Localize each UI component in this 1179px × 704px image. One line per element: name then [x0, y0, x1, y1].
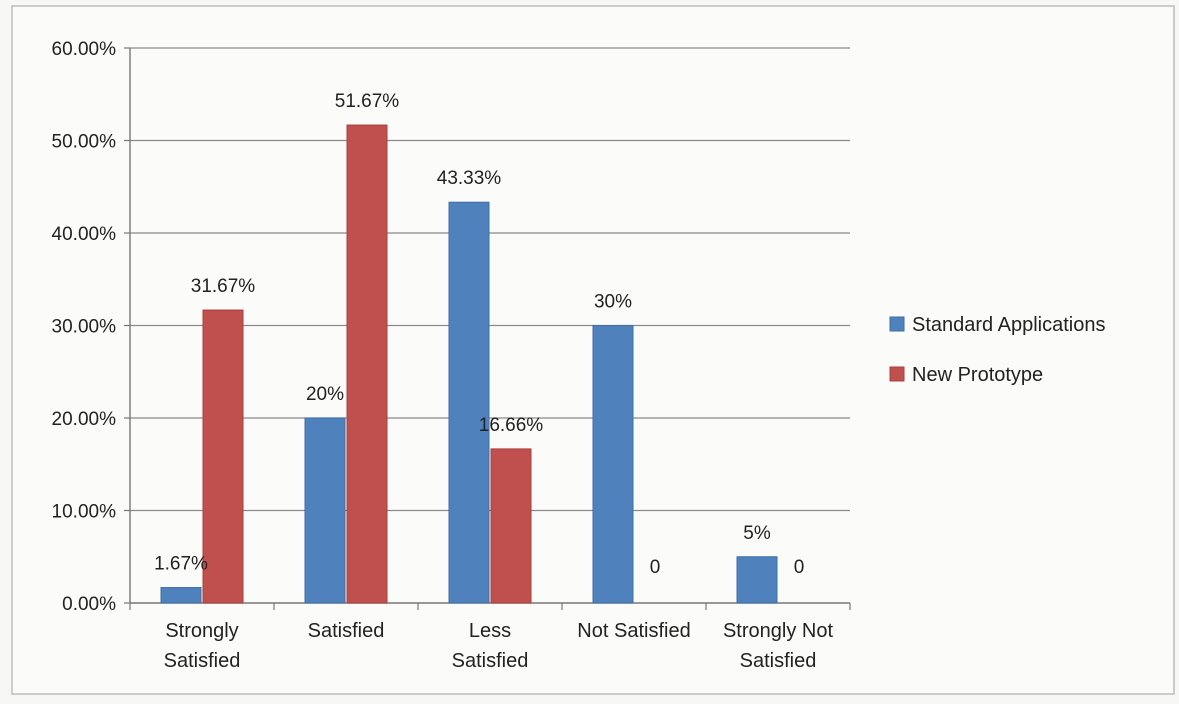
data-labels: 1.67% 31.67% 20% 51.67% 43.33% 16.66% 30% 0 5% 0 [154, 91, 804, 578]
x-category-label: Not Satisfied [577, 620, 690, 642]
bar [490, 448, 532, 604]
y-tick-label: 50.00% [52, 132, 117, 153]
legend-swatch [889, 316, 905, 332]
data-label: 5% [743, 523, 771, 544]
bar [346, 124, 388, 604]
legend: Standard Applications New Prototype [889, 314, 1105, 386]
bars [160, 124, 778, 604]
legend-label: New Prototype [912, 364, 1043, 386]
gridlines [130, 47, 850, 512]
y-tick-label: 20.00% [52, 409, 117, 430]
x-category-label: Strongly Not Satisfied [723, 620, 833, 672]
bar [304, 417, 346, 604]
x-category-label: Strongly Satisfied [164, 620, 241, 672]
bar [202, 309, 244, 604]
data-label: 16.66% [479, 415, 544, 436]
bar [592, 325, 634, 604]
y-tick-label: 60.00% [52, 39, 117, 60]
data-label: 51.67% [335, 91, 400, 112]
y-tick-label: 10.00% [52, 502, 117, 523]
legend-label: Standard Applications [912, 314, 1105, 336]
bar [736, 556, 778, 604]
data-label: 1.67% [154, 554, 208, 575]
data-label: 0 [794, 557, 805, 578]
axes: 0.00% 10.00% 20.00% 30.00% 40.00% 50.00% 60.00… [52, 39, 851, 672]
data-label: 43.33% [437, 168, 502, 189]
x-category-label: Satisfied [308, 620, 385, 642]
bar [448, 201, 490, 604]
y-tick-label: 0.00% [62, 594, 116, 615]
x-category-label: Less Satisfied [452, 620, 529, 672]
bar [160, 587, 202, 604]
data-label: 31.67% [191, 276, 256, 297]
y-tick-label: 30.00% [52, 317, 117, 338]
y-tick-label: 40.00% [52, 224, 117, 245]
data-label: 30% [594, 292, 632, 313]
data-label: 20% [306, 384, 344, 405]
data-label: 0 [650, 557, 661, 578]
legend-swatch [889, 366, 905, 382]
